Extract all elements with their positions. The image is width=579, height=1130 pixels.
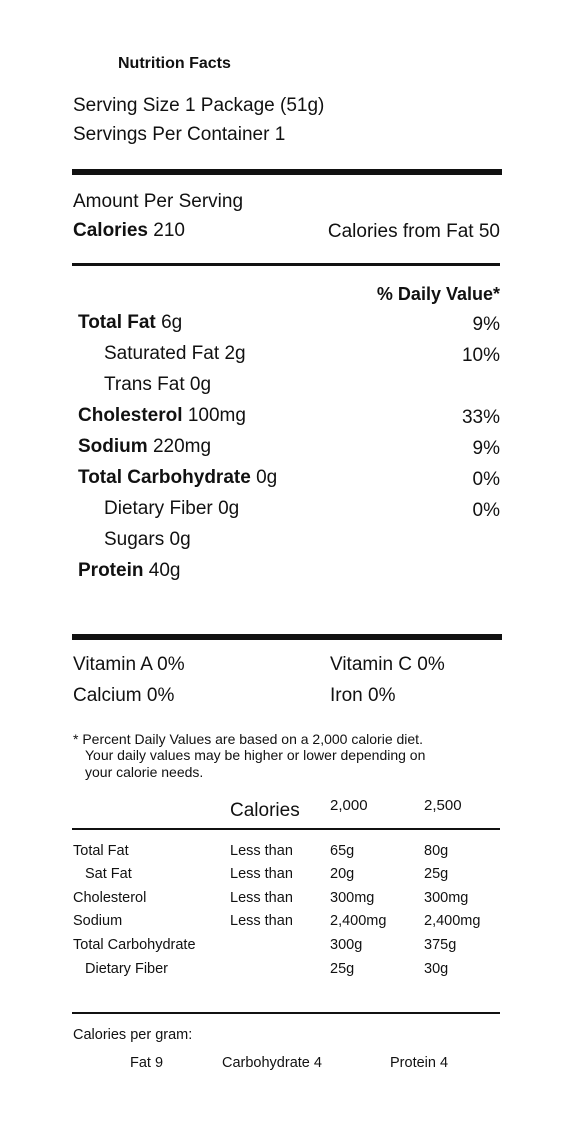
nutrient-amount: 100mg [187,404,246,426]
nutrient: Sodium 220mg [78,435,211,460]
calories-per-gram: Calories per gram: [73,1026,193,1043]
rule [72,263,500,266]
nutrient-name: Total Carbohydrate [78,466,251,488]
table-cell: 25g [424,866,449,883]
nutrient-amount: 220mg [152,435,212,457]
nutrient-amount: 40g [148,559,181,581]
table-cell: Total Fat [73,842,129,859]
nutrient-amount: 0g [189,373,212,395]
title: Nutrition Facts [118,54,231,72]
nutrient-amount: 6g [161,311,183,333]
table-cell: 2,400mg [424,913,481,930]
table-cell: Cholesterol [73,889,147,906]
nutrient-name: Dietary Fiber [104,497,213,519]
table-cell: Less than [230,866,293,883]
nutrient: Saturated Fat 2g [104,342,246,367]
table-header: 2,500 [424,797,462,815]
table-cell: 375g [424,936,457,953]
nutrient-name: Cholesterol [78,404,183,426]
nutrient-name: Sugars [104,528,165,550]
nutrient-name: Saturated Fat [104,342,220,364]
footnote: your calorie needs. [85,763,204,780]
calories: Calories 210 [73,219,185,244]
daily-value: 10% [461,344,500,366]
table-header: 2,000 [330,797,368,815]
table-header: Calories [230,799,300,821]
nutrient: Total Carbohydrate 0g [78,466,277,491]
footnote: * Percent Daily Values are based on a 2,… [73,730,423,747]
table-cell: Less than [230,889,293,906]
table-cell: 25g [330,960,355,977]
daily-value: 9% [472,313,500,335]
table-cell: 30g [424,960,449,977]
serving-size: Serving Size 1 Package (51g) [73,94,325,116]
daily-value: 0% [472,499,500,521]
table-cell: 2,400mg [330,913,387,930]
calories-amount: 210 [153,219,185,241]
rule [72,828,500,830]
nutrient: Protein 40g [78,559,180,584]
table-cell: 20g [330,866,355,883]
thick-rule [72,169,502,175]
table-cell: 300g [330,936,363,953]
daily-value-header: % Daily Value* [376,284,500,305]
table-cell: 300mg [424,889,469,906]
nutrient: Trans Fat 0g [104,373,211,398]
table-cell: 300mg [330,889,375,906]
nutrient: Total Fat 6g [78,311,182,336]
table-cell: 65g [330,842,355,859]
amount-per-serving: Amount Per Serving [73,190,244,212]
daily-value: 0% [472,468,500,490]
nutrient-amount: 2g [224,342,246,364]
table-cell: Less than [230,842,293,859]
daily-value: 33% [461,406,500,428]
nutrient-name: Protein [78,559,144,581]
nutrient-name: Trans Fat [104,373,185,395]
daily-value: 9% [472,437,500,459]
nutrient: Cholesterol 100mg [78,404,246,429]
calories-per-gram-item: Protein 4 [390,1054,449,1071]
table-cell: Total Carbohydrate [73,936,196,953]
calories-per-gram-item: Fat 9 [130,1054,164,1071]
servings-per-container: Servings Per Container 1 [73,123,286,145]
nutrient: Dietary Fiber 0g [104,497,239,522]
thick-rule [72,634,502,640]
nutrient: Sugars 0g [104,528,191,553]
table-cell: Dietary Fiber [85,960,168,977]
calories-from-fat: Calories from Fat 50 [327,220,500,242]
nutrient-amount: 0g [256,466,278,488]
vitamin: Iron 0% [330,684,396,706]
table-cell: Sodium [73,913,123,930]
nutrient-amount: 0g [169,528,191,550]
nutrient-name: Sodium [78,435,148,457]
vitamin: Vitamin A 0% [73,653,185,675]
vitamin: Vitamin C 0% [330,653,445,675]
footnote: Your daily values may be higher or lower… [85,747,426,764]
nutrient-name: Total Fat [78,311,156,333]
table-cell: Sat Fat [85,866,132,883]
table-cell: 80g [424,842,449,859]
calories-name: Calories [73,219,148,241]
nutrient-amount: 0g [218,497,240,519]
calories-per-gram-item: Carbohydrate 4 [222,1054,322,1071]
table-cell: Less than [230,913,293,930]
vitamin: Calcium 0% [73,684,175,706]
rule [72,1012,500,1014]
